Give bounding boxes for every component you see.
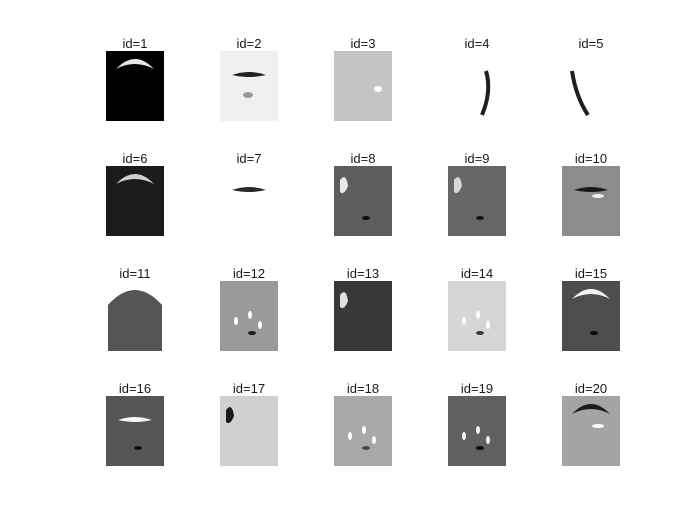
panel-title: id=18 bbox=[346, 381, 380, 396]
panel-title: id=8 bbox=[350, 151, 376, 166]
panel-background bbox=[220, 51, 278, 121]
panel-title: id=1 bbox=[122, 36, 148, 51]
panel-feature bbox=[232, 187, 266, 192]
panel-title: id=10 bbox=[574, 151, 608, 166]
panel-feature bbox=[574, 187, 608, 192]
panel-image bbox=[334, 51, 392, 121]
panel-title: id=17 bbox=[232, 381, 266, 396]
panel-feature bbox=[590, 331, 598, 335]
panel-feature bbox=[570, 70, 590, 117]
panel-title: id=20 bbox=[574, 381, 608, 396]
panel-feature bbox=[226, 407, 234, 424]
panel-feature bbox=[476, 446, 484, 450]
panel-background bbox=[334, 51, 392, 121]
panel-image bbox=[448, 51, 506, 121]
panel-image bbox=[334, 281, 392, 351]
panel-feature bbox=[234, 311, 262, 329]
panel-image bbox=[562, 51, 620, 121]
panel-background bbox=[562, 166, 620, 236]
panel-background bbox=[562, 51, 620, 121]
panel-title: id=13 bbox=[346, 266, 380, 281]
panel-background bbox=[334, 166, 392, 236]
panel-title: id=11 bbox=[119, 266, 151, 281]
panel-title: id=7 bbox=[236, 151, 262, 166]
panel-title: id=16 bbox=[118, 381, 152, 396]
panel-feature bbox=[476, 331, 484, 335]
panel-title: id=2 bbox=[236, 36, 262, 51]
panel-feature bbox=[454, 177, 462, 194]
panel-title: id=3 bbox=[350, 36, 376, 51]
panel-background bbox=[448, 166, 506, 236]
panel-feature bbox=[348, 426, 376, 444]
panel-feature bbox=[340, 177, 348, 194]
panel-background bbox=[334, 281, 392, 351]
panel-feature bbox=[592, 194, 604, 198]
panel-image bbox=[220, 281, 278, 351]
panel-feature bbox=[572, 404, 610, 414]
panel-feature bbox=[232, 72, 266, 77]
panel-feature bbox=[374, 86, 382, 92]
panel-image bbox=[562, 166, 620, 236]
panel-feature bbox=[592, 424, 604, 428]
panel-title: id=5 bbox=[578, 36, 604, 51]
panel-feature bbox=[116, 174, 154, 184]
panel-image bbox=[448, 396, 506, 466]
panel-image bbox=[220, 396, 278, 466]
panel-image bbox=[106, 166, 164, 236]
panel-feature bbox=[108, 290, 162, 351]
panel-image bbox=[562, 396, 620, 466]
panel-feature bbox=[362, 446, 370, 450]
panel-feature bbox=[362, 216, 370, 220]
panel-feature bbox=[480, 70, 491, 116]
panel-background bbox=[220, 166, 278, 236]
panel-background bbox=[448, 51, 506, 121]
panel-feature bbox=[340, 292, 348, 309]
panel-feature bbox=[248, 331, 256, 335]
panel-feature bbox=[572, 289, 610, 299]
panel-feature bbox=[243, 92, 253, 98]
panel-title: id=6 bbox=[122, 151, 148, 166]
panel-feature bbox=[118, 417, 152, 422]
panel-image bbox=[220, 166, 278, 236]
panel-image bbox=[220, 51, 278, 121]
panel-title: id=4 bbox=[464, 36, 490, 51]
panel-feature bbox=[116, 59, 154, 69]
panel-image bbox=[448, 166, 506, 236]
panel-image bbox=[334, 396, 392, 466]
panel-image bbox=[562, 281, 620, 351]
panel-image bbox=[448, 281, 506, 351]
panel-feature bbox=[462, 426, 490, 444]
panel-image bbox=[106, 51, 164, 121]
panel-background bbox=[220, 396, 278, 466]
panel-background bbox=[106, 396, 164, 466]
panel-feature bbox=[134, 446, 142, 450]
panel-title: id=12 bbox=[232, 266, 266, 281]
panel-feature bbox=[476, 216, 484, 220]
panel-title: id=9 bbox=[464, 151, 490, 166]
panel-title: id=15 bbox=[574, 266, 608, 281]
panel-image bbox=[106, 281, 164, 351]
panel-title: id=19 bbox=[460, 381, 494, 396]
panel-title: id=14 bbox=[460, 266, 494, 281]
panel-feature bbox=[462, 311, 490, 329]
panel-image bbox=[334, 166, 392, 236]
panel-image bbox=[106, 396, 164, 466]
